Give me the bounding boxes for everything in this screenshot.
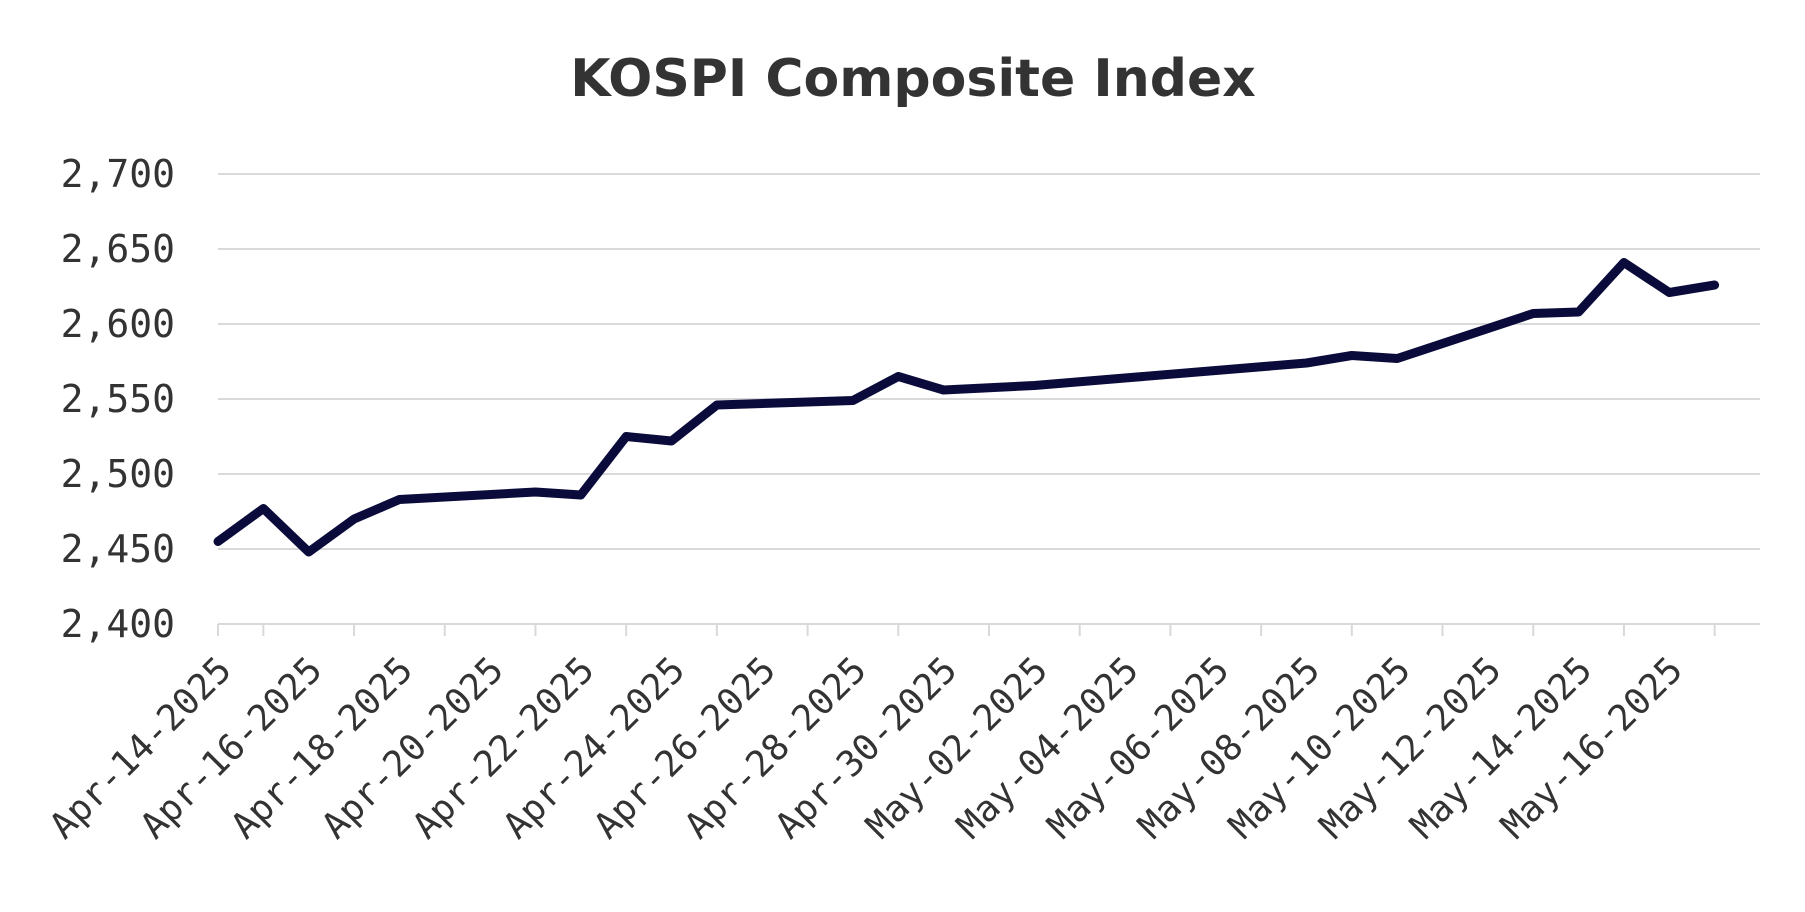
data-point xyxy=(307,550,311,554)
data-point xyxy=(1577,310,1581,314)
data-point xyxy=(352,517,356,521)
data-point xyxy=(533,490,537,494)
y-tick-label: 2,700 xyxy=(61,152,175,196)
data-point xyxy=(896,375,900,378)
data-point xyxy=(1304,361,1308,365)
data-point xyxy=(397,498,401,501)
data-point xyxy=(579,493,583,497)
data-point xyxy=(624,435,628,438)
data-point xyxy=(670,439,674,443)
x-axis xyxy=(217,623,1760,636)
data-point xyxy=(1622,261,1626,264)
chart-title: KOSPI Composite Index xyxy=(570,49,1256,109)
y-axis: 2,400 2,450 2,500 2,550 2,600 2,650 2,700 xyxy=(61,152,175,646)
data-point xyxy=(1032,384,1036,387)
data-point xyxy=(1350,354,1354,357)
y-tick-label: 2,650 xyxy=(61,227,175,271)
data-point xyxy=(1395,357,1399,360)
data-point xyxy=(942,388,946,392)
kospi-series-line xyxy=(213,258,1720,557)
data-point xyxy=(1667,291,1671,294)
data-point xyxy=(216,540,220,543)
data-point xyxy=(261,507,265,510)
data-point xyxy=(715,403,719,407)
y-tick-label: 2,400 xyxy=(61,602,175,646)
data-point xyxy=(851,399,855,402)
gridlines xyxy=(218,173,1760,550)
data-point xyxy=(1531,312,1535,315)
y-tick-label: 2,550 xyxy=(61,377,175,421)
y-tick-label: 2,450 xyxy=(61,527,175,571)
plot-area xyxy=(213,258,1720,557)
data-point xyxy=(1713,283,1717,287)
y-tick-label: 2,500 xyxy=(61,452,175,496)
y-tick-label: 2,600 xyxy=(61,302,175,346)
x-axis-tick-labels: Apr-14-2025Apr-16-2025Apr-18-2025Apr-20-… xyxy=(42,649,1691,847)
